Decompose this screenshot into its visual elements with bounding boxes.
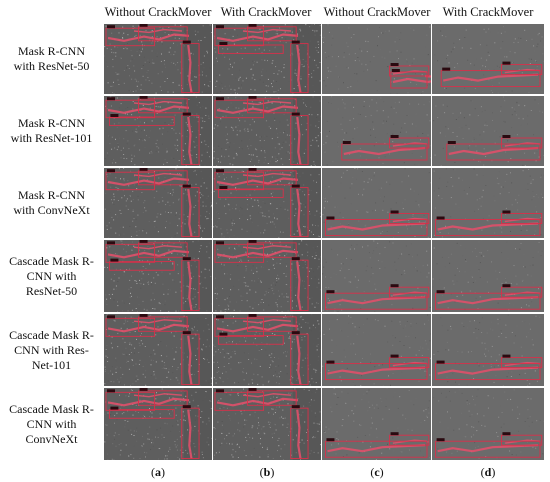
result-image-r4-b (213, 240, 321, 312)
result-image-r2-a (104, 96, 212, 166)
row-label-2: Mask R-CNN with ResNet-101 (10, 116, 93, 145)
result-image-r1-a (104, 24, 212, 94)
column-header-a: Without CrackMover (104, 5, 212, 19)
sublabel-a: (a) (151, 465, 165, 479)
result-image-r5-c (322, 314, 431, 386)
result-image-r4-a (104, 240, 212, 312)
column-header-d: With CrackMover (442, 5, 534, 19)
result-image-r2-d (432, 96, 544, 166)
result-image-r3-a (104, 168, 212, 238)
result-image-r1-b (213, 24, 321, 94)
result-image-r3-b (213, 168, 321, 238)
result-image-r1-c (322, 24, 431, 94)
column-header-c: Without CrackMover (323, 5, 431, 19)
result-image-r1-d (432, 24, 544, 94)
row-label-1: Mask R-CNN with ResNet-50 (13, 44, 90, 73)
result-image-r6-a (104, 388, 212, 460)
result-image-r3-c (322, 168, 431, 238)
result-image-r4-c (322, 240, 431, 312)
result-image-r6-d (432, 388, 544, 460)
result-image-r5-d (432, 314, 544, 386)
result-image-r4-d (432, 240, 544, 312)
row-label-6: Cascade Mask R- CNN with ConvNeXt (9, 401, 94, 446)
result-image-r2-b (213, 96, 321, 166)
sublabel-c: (c) (370, 465, 384, 479)
row-label-4: Cascade Mask R- CNN with ResNet-50 (9, 253, 94, 298)
result-image-r2-c (322, 96, 431, 166)
row-label-5: Cascade Mask R- CNN with Res- Net-101 (9, 327, 94, 372)
sublabel-b: (b) (259, 465, 275, 479)
row-label-3: Mask R-CNN with ConvNeXt (13, 188, 90, 217)
result-image-r6-c (322, 388, 431, 460)
column-header-b: With CrackMover (220, 5, 312, 19)
sublabel-d: (d) (480, 465, 496, 479)
result-image-r5-b (213, 314, 321, 386)
result-image-r6-b (213, 388, 321, 460)
result-image-r5-a (104, 314, 212, 386)
result-image-r3-d (432, 168, 544, 238)
